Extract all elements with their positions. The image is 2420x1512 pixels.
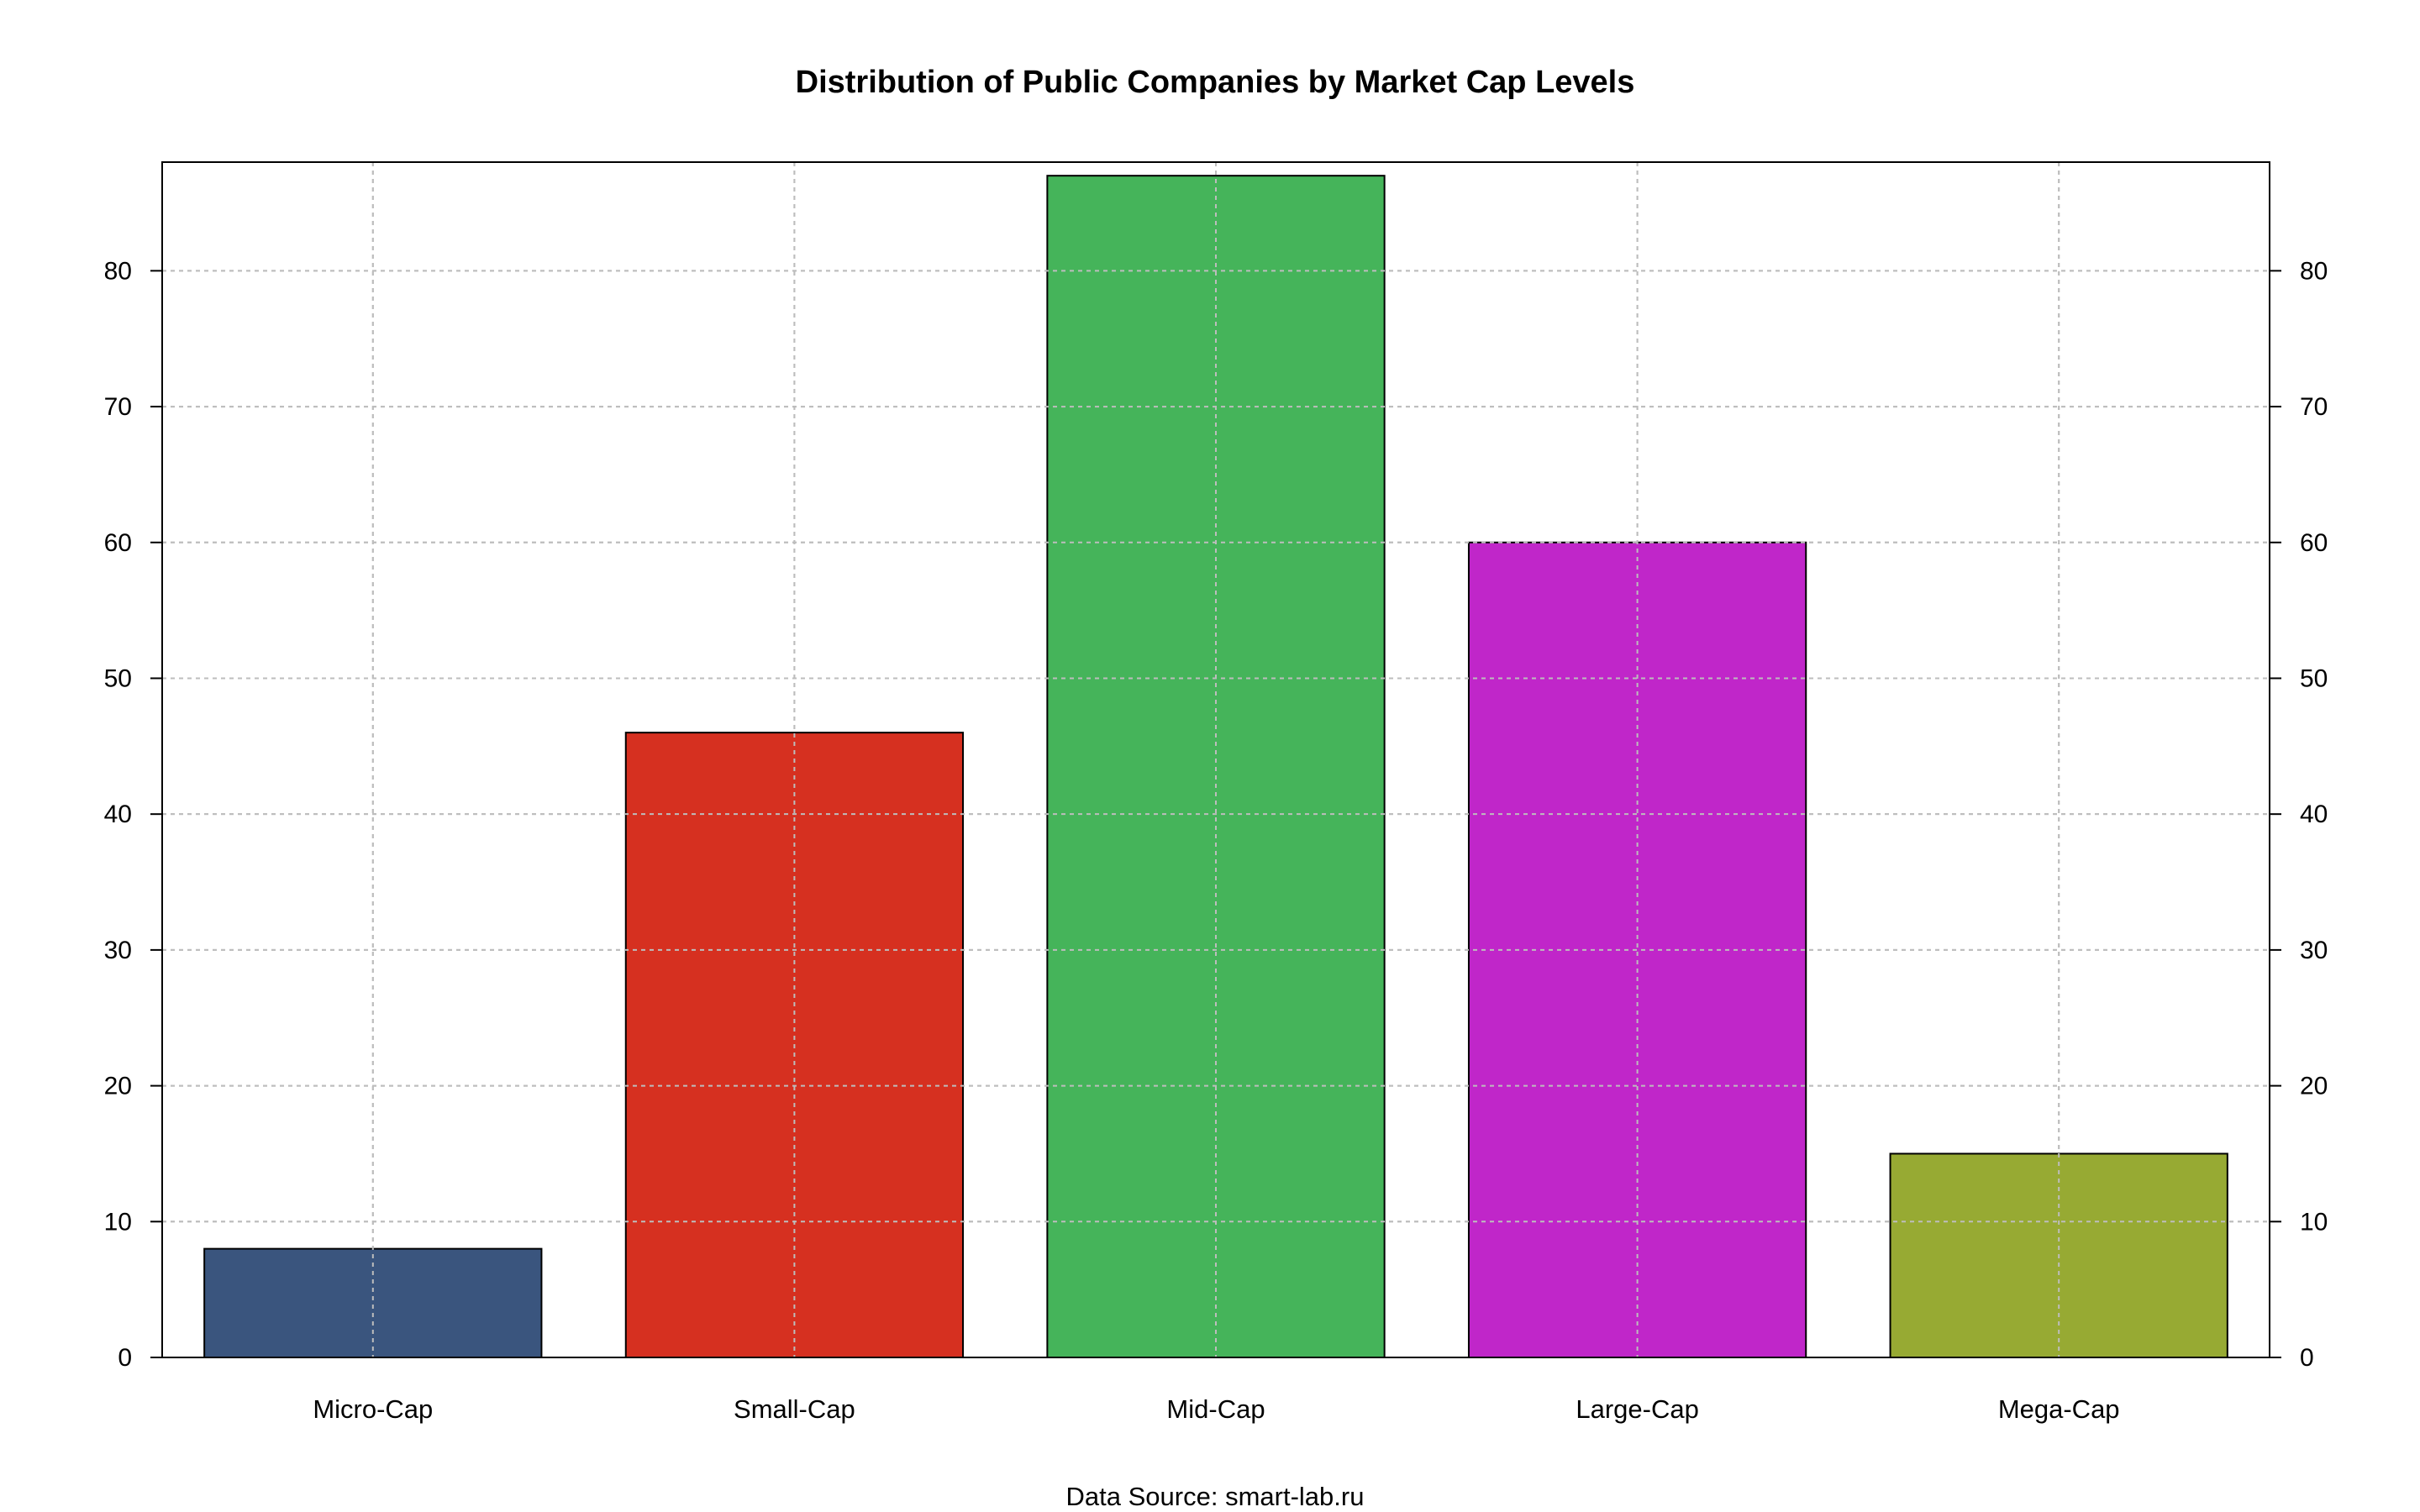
- x-axis-categories: Micro-Cap Small-Cap Mid-Cap Large-Cap Mega-C…: [313, 1394, 2119, 1424]
- y-tick-label-right-60: 60: [2300, 529, 2328, 557]
- y-axis-right: 0 10 20 30 40 50 60 70 80: [2270, 257, 2328, 1372]
- y-tick-label-left-80: 80: [104, 257, 132, 285]
- data-source-caption: Data Source: smart-lab.ru: [1066, 1482, 1365, 1511]
- y-tick-label-right-70: 70: [2300, 393, 2328, 421]
- y-tick-label-right-30: 30: [2300, 937, 2328, 964]
- y-tick-label-left-40: 40: [104, 801, 132, 828]
- y-tick-label-right-80: 80: [2300, 257, 2328, 285]
- y-tick-label-right-0: 0: [2300, 1344, 2314, 1372]
- bars: [162, 162, 2270, 1359]
- y-tick-label-right-20: 20: [2300, 1073, 2328, 1100]
- y-tick-label-left-10: 10: [104, 1208, 132, 1236]
- chart-title: Distribution of Public Companies by Mark…: [796, 65, 1635, 100]
- y-tick-label-left-20: 20: [104, 1073, 132, 1100]
- category-label-micro-cap: Micro-Cap: [313, 1394, 433, 1424]
- y-tick-label-left-30: 30: [104, 937, 132, 964]
- y-tick-label-left-50: 50: [104, 664, 132, 692]
- y-tick-label-left-70: 70: [104, 393, 132, 421]
- y-tick-label-left-0: 0: [118, 1344, 132, 1372]
- plot-frame: [161, 161, 2270, 1358]
- y-tick-label-left-60: 60: [104, 529, 132, 557]
- category-label-small-cap: Small-Cap: [734, 1394, 855, 1424]
- category-label-mega-cap: Mega-Cap: [1998, 1394, 2120, 1424]
- y-tick-label-right-50: 50: [2300, 664, 2328, 692]
- y-axis-left: 0 10 20 30 40 50 60 70 80: [104, 257, 162, 1372]
- category-label-mid-cap: Mid-Cap: [1166, 1394, 1265, 1424]
- axes: [161, 161, 2270, 1358]
- y-tick-label-right-10: 10: [2300, 1208, 2328, 1236]
- category-label-large-cap: Large-Cap: [1576, 1394, 1698, 1424]
- bar-large-cap: [1467, 541, 1807, 1358]
- y-tick-label-right-40: 40: [2300, 801, 2328, 828]
